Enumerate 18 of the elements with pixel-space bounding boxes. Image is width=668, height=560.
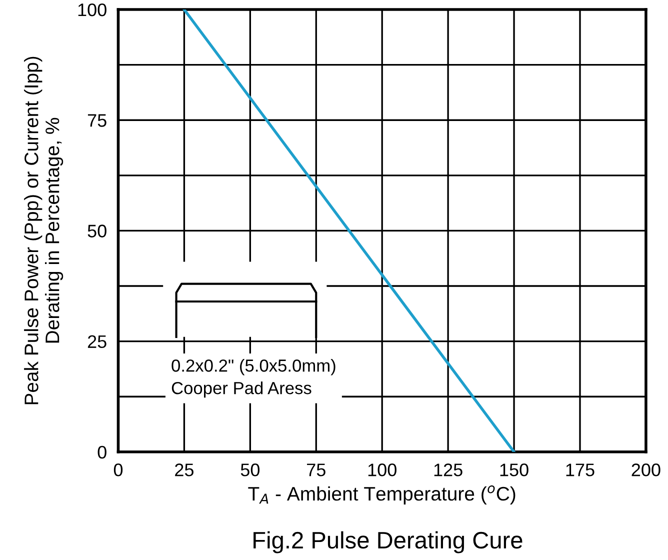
x-tick-label: 150 <box>500 464 528 476</box>
x-tick-label: 200 <box>632 464 660 476</box>
y-tick-label: 0 <box>98 446 106 459</box>
y-tick-label: 75 <box>88 114 106 127</box>
x-tick-label: 25 <box>175 464 194 476</box>
y-tick-label: 50 <box>88 224 106 238</box>
y-tick-label: 100 <box>78 3 106 16</box>
y-tick-label: 25 <box>88 335 106 348</box>
x-tick-label: 50 <box>240 464 260 476</box>
x-tick-label: 100 <box>368 464 396 476</box>
annotation: 0.2x0.2" (5.0x5.0mm) Cooper Pad Aress <box>172 359 336 398</box>
y-axis-title: Peak Pulse Power (Ppp) or Current (Ipp) Derating in Percentage, % <box>24 56 64 404</box>
x-tick-label: 75 <box>307 464 326 476</box>
text: Fig.2 Pulse Derating Cure <box>254 531 522 554</box>
x-axis-title: T$_{A}$ - Ambient Temperature ($^{o}$C) <box>248 485 516 505</box>
x-tick-label: 125 <box>434 464 462 476</box>
x-tick-label: 175 <box>566 464 594 476</box>
x-tick-label: 0 <box>114 464 123 476</box>
